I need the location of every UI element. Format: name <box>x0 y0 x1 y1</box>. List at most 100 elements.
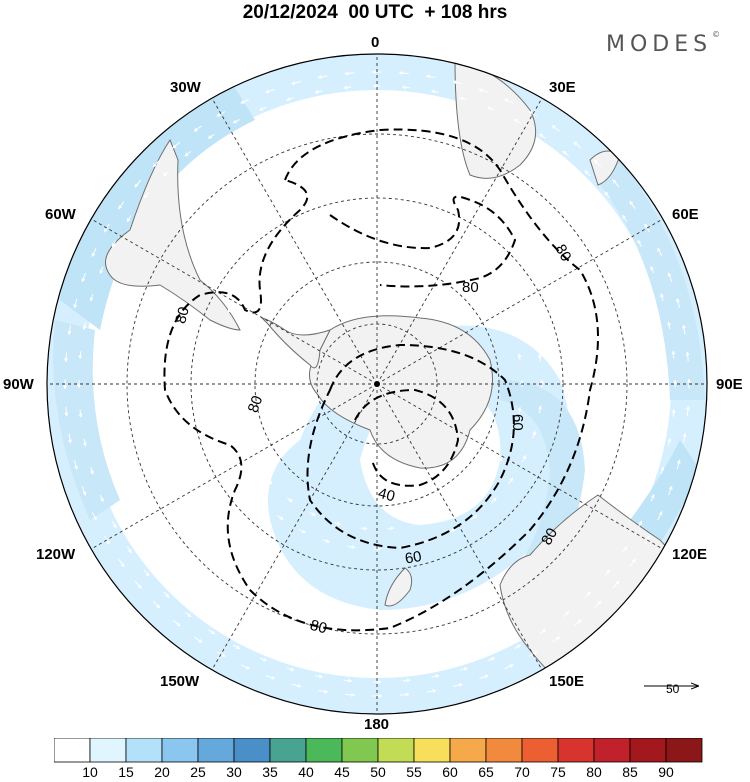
wind-vector <box>134 179 142 188</box>
wind-vector <box>399 692 410 697</box>
wind-vector <box>460 667 468 671</box>
wind-vector <box>208 629 216 635</box>
colorbar-tick-label: 10 <box>82 764 98 780</box>
colorbar-swatch <box>449 738 487 763</box>
wind-vector <box>513 119 521 124</box>
wind-vector <box>650 493 655 502</box>
wind-vector <box>318 689 329 694</box>
colorbar-tick-label: 35 <box>262 764 278 780</box>
wind-vector <box>81 272 86 283</box>
wind-vector <box>184 151 192 157</box>
colorbar-swatch <box>125 738 163 763</box>
wind-vector <box>517 353 522 361</box>
wind-vector <box>622 214 628 222</box>
wind-vector <box>232 354 237 362</box>
colorbar-swatch <box>665 738 703 763</box>
wind-vector <box>333 242 341 247</box>
colorbar-swatch <box>54 738 91 763</box>
wind-vector <box>486 106 495 111</box>
wind-vector <box>308 252 316 257</box>
wind-vector <box>359 237 367 242</box>
wind-vector <box>413 521 421 526</box>
latitude-circle <box>126 133 628 635</box>
colorbar-swatch <box>557 738 595 763</box>
copyright-mark: © <box>712 30 721 39</box>
lon-label-60e: 60E <box>672 206 699 223</box>
wind-vector <box>184 611 192 618</box>
wind-vector <box>528 111 538 117</box>
wind-vector <box>637 520 642 528</box>
wind-vector <box>152 159 160 168</box>
wind-vector <box>612 580 620 589</box>
wind-vector <box>218 329 222 338</box>
lon-label-0: 0 <box>371 34 380 51</box>
lon-label-120w: 120W <box>36 546 76 563</box>
wind-vector <box>667 437 672 446</box>
colorbar-tick-label: 80 <box>586 764 602 780</box>
wind-vector <box>251 304 256 312</box>
wind-vector <box>81 486 87 496</box>
colorbar-tick-label: 55 <box>406 764 422 780</box>
forecast-title: 20/12/2024 00 UTC + 108 hrs <box>242 2 508 23</box>
wind-vector <box>82 322 87 331</box>
wind-vector <box>232 119 240 124</box>
wind-vector <box>134 580 142 589</box>
wind-vector <box>682 324 686 335</box>
meridian <box>376 383 543 671</box>
wind-vector <box>507 477 514 485</box>
colorbar-swatch <box>593 738 631 763</box>
wind-vector <box>478 88 489 93</box>
wind-vector <box>112 240 117 248</box>
wind-vector <box>241 477 247 485</box>
wind-vector <box>629 558 636 567</box>
wind-vector <box>401 85 410 90</box>
wind-vector <box>538 133 546 139</box>
wind-vector <box>612 179 620 188</box>
contour-label: 40 <box>376 485 397 506</box>
wind-vector <box>521 305 527 313</box>
colorbar-swatch <box>485 738 523 763</box>
wind-vector <box>539 629 547 635</box>
wind-vector <box>112 521 117 529</box>
wind-vector <box>423 225 432 229</box>
wind-vector <box>276 514 284 521</box>
wind-vector <box>532 430 536 439</box>
wind-vector <box>291 683 302 688</box>
wind-vector <box>265 88 275 94</box>
wind-vector <box>573 141 582 149</box>
wind-vector <box>267 283 273 290</box>
wind-vector <box>671 350 676 359</box>
contour-label: 80 <box>245 393 267 414</box>
contour-60 <box>306 343 515 550</box>
colorbar-swatch <box>629 738 667 763</box>
meridian <box>211 383 378 671</box>
wind-vector <box>461 265 468 271</box>
wind-contours <box>163 128 599 632</box>
wind-vector <box>431 674 440 679</box>
wind-vector <box>286 667 295 672</box>
wind-vector <box>259 657 268 662</box>
colorbar-swatch <box>305 738 343 763</box>
wind-vector <box>657 247 663 257</box>
wind-vector <box>685 351 690 362</box>
wind-vector <box>682 432 687 443</box>
contour-80-inner <box>329 195 517 288</box>
wind-vector <box>507 283 513 291</box>
map-frame <box>46 53 708 715</box>
wind-vector <box>551 125 560 132</box>
wind-vector <box>143 191 150 199</box>
lon-label-30e: 30E <box>549 79 576 96</box>
wind-vector <box>685 405 690 416</box>
meridian <box>90 383 378 550</box>
wind-vector <box>562 611 570 617</box>
wind-vector <box>163 170 170 177</box>
wind-vector <box>660 293 664 301</box>
wind-vector <box>232 407 237 415</box>
lon-label-30w: 30W <box>170 79 201 96</box>
polar-map: 80 80 80 60 80 40 60 80 80 <box>46 53 708 715</box>
wind-vector <box>344 71 355 76</box>
wind-vector <box>594 600 602 609</box>
wind-vector <box>452 80 463 85</box>
south-pole-marker <box>374 381 380 387</box>
wind-vector <box>91 511 97 521</box>
